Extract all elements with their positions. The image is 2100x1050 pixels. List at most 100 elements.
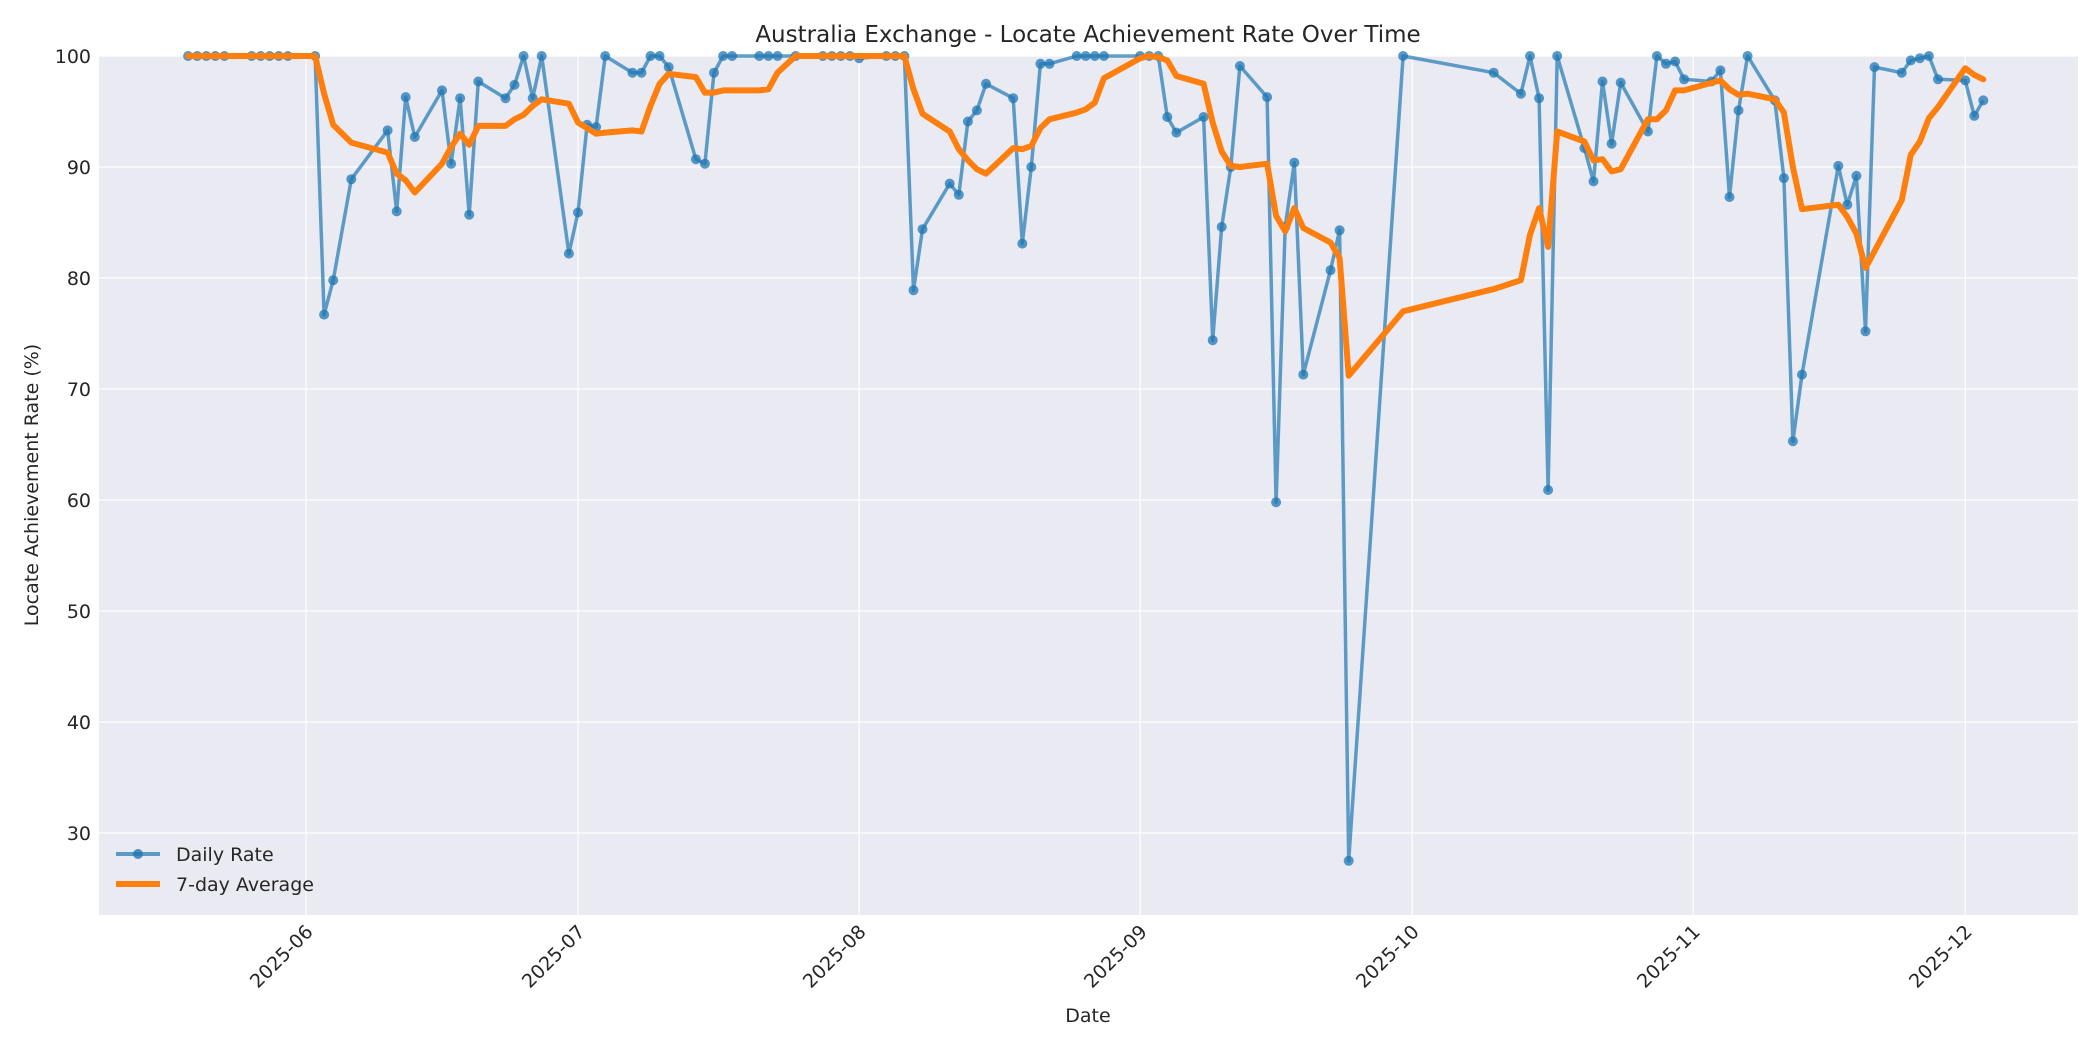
y-tick-label: 70	[67, 379, 91, 401]
x-tick-label: 2025-06	[246, 921, 318, 993]
daily-point-marker	[1098, 51, 1109, 61]
daily-point-marker	[1969, 110, 1980, 121]
x-tick-label: 2025-07	[518, 921, 590, 993]
daily-point-marker	[1715, 65, 1726, 76]
daily-point-marker	[1089, 51, 1100, 61]
daily-point-marker	[1606, 138, 1617, 149]
legend-label-daily: Daily Rate	[176, 844, 274, 866]
daily-point-marker	[1017, 238, 1028, 249]
daily-point-marker	[346, 174, 357, 185]
y-tick-label: 30	[67, 823, 91, 845]
daily-point-marker	[953, 189, 964, 200]
legend-daily-marker-icon	[133, 849, 143, 859]
daily-point-marker	[654, 51, 665, 61]
daily-point-marker	[754, 51, 765, 61]
x-tick-label: 2025-12	[1905, 921, 1977, 993]
daily-point-marker	[400, 92, 411, 103]
daily-point-marker	[1923, 51, 1934, 61]
daily-point-marker	[908, 285, 919, 296]
daily-point-marker	[690, 154, 701, 165]
daily-point-marker	[962, 116, 973, 127]
daily-point-marker	[1334, 225, 1345, 236]
daily-point-marker	[437, 85, 447, 96]
daily-point-marker	[382, 125, 393, 136]
daily-point-marker	[663, 62, 674, 73]
daily-point-marker	[1615, 77, 1626, 88]
daily-point-marker	[1933, 74, 1943, 85]
daily-point-marker	[1588, 176, 1599, 187]
legend-label-avg: 7-day Average	[176, 874, 314, 896]
daily-point-marker	[1661, 58, 1671, 69]
daily-point-marker	[1298, 369, 1309, 380]
daily-point-marker	[1207, 335, 1218, 346]
legend-item-7day-average: 7-day Average	[116, 874, 314, 896]
daily-point-marker	[1860, 326, 1871, 337]
daily-point-marker	[709, 67, 719, 78]
grid-lines	[99, 55, 2078, 915]
daily-point-marker	[1651, 51, 1662, 61]
y-tick-label: 100	[55, 46, 91, 68]
daily-point-marker	[1869, 62, 1880, 73]
daily-point-marker	[573, 207, 583, 218]
daily-point-marker	[636, 67, 647, 78]
daily-point-marker	[1851, 170, 1862, 181]
y-tick-label: 80	[67, 268, 91, 290]
daily-point-marker	[1234, 61, 1245, 71]
daily-point-marker	[1343, 855, 1354, 866]
daily-point-marker	[1552, 51, 1563, 61]
daily-point-marker	[328, 275, 339, 286]
daily-point-marker	[1960, 75, 1971, 86]
daily-point-marker	[518, 51, 529, 61]
daily-point-marker	[1035, 58, 1046, 69]
avg-line	[185, 53, 1987, 379]
daily-point-marker	[917, 224, 928, 235]
daily-point-marker	[536, 51, 547, 61]
daily-point-marker	[1978, 95, 1989, 106]
series-7day-average	[185, 53, 1987, 379]
daily-point-marker	[1262, 92, 1273, 103]
daily-point-marker	[500, 93, 511, 104]
daily-point-marker	[1026, 162, 1037, 172]
daily-point-marker	[473, 76, 484, 87]
x-tick-label: 2025-08	[799, 921, 871, 993]
plot-background	[99, 56, 2078, 915]
y-tick-label: 40	[67, 712, 91, 734]
x-tick-label: 2025-11	[1633, 921, 1705, 993]
daily-point-marker	[391, 206, 402, 217]
daily-point-marker	[1670, 56, 1681, 67]
daily-point-marker	[627, 67, 638, 78]
daily-point-marker	[1525, 51, 1535, 61]
daily-point-marker	[699, 158, 710, 169]
y-axis-ticks: 30 40 50 60 70 80 90 100	[55, 46, 91, 845]
daily-point-marker	[1271, 497, 1282, 508]
daily-point-marker	[1534, 93, 1545, 104]
daily-point-marker	[1198, 112, 1209, 122]
daily-point-marker	[1071, 51, 1082, 61]
daily-point-marker	[1216, 221, 1227, 232]
daily-point-marker	[944, 178, 955, 189]
daily-point-marker	[1724, 192, 1735, 202]
daily-point-marker	[1833, 160, 1844, 171]
daily-point-marker	[600, 51, 611, 61]
daily-point-marker	[1080, 51, 1091, 61]
daily-point-marker	[509, 79, 520, 90]
daily-point-marker	[1597, 76, 1608, 87]
daily-point-marker	[319, 309, 330, 320]
daily-point-marker	[455, 93, 466, 104]
daily-point-marker	[1787, 436, 1798, 447]
daily-point-marker	[1515, 88, 1526, 99]
daily-point-marker	[1044, 58, 1055, 69]
chart-title: Australia Exchange - Locate Achievement …	[755, 22, 1420, 48]
daily-point-marker	[971, 105, 982, 116]
daily-point-marker	[981, 78, 991, 89]
daily-point-marker	[1543, 485, 1554, 495]
daily-point-marker	[1797, 369, 1807, 380]
daily-point-marker	[1905, 55, 1916, 66]
daily-point-marker	[1742, 51, 1753, 61]
daily-point-marker	[645, 51, 656, 61]
daily-point-marker	[1679, 74, 1690, 85]
daily-point-marker	[1842, 199, 1853, 210]
daily-point-marker	[1289, 157, 1300, 168]
daily-point-marker	[1896, 67, 1907, 78]
legend-item-daily-rate: Daily Rate	[116, 844, 274, 866]
